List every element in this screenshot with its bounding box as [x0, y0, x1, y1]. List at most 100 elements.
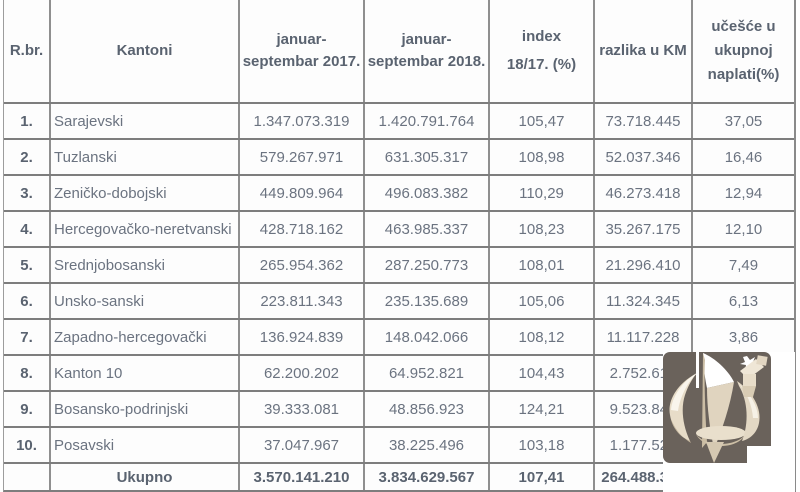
cell-rbr: 3.: [20, 184, 33, 202]
cell-2018: 631.305.317: [363, 140, 488, 174]
cell-index: 103,18: [488, 428, 593, 462]
table-header-row: R.br. Kantoni januar-septembar 2017. jan…: [4, 0, 794, 102]
cell-ucesce: 12,10: [691, 212, 794, 246]
header-label: Kantoni: [116, 42, 173, 59]
header-cell-index: index 18/17. (%): [488, 0, 593, 102]
cell-kanton: Zapadno-hercegovački: [49, 320, 238, 354]
cell-index: 107,41: [488, 464, 593, 490]
header-cell-razlika: razlika u KM: [593, 0, 691, 102]
cell-rbr: 4.: [20, 220, 33, 238]
cell-index: 108,12: [488, 320, 593, 354]
cell-2017: 579.267.971: [238, 140, 363, 174]
cell-2017: 3.570.141.210: [238, 464, 363, 490]
logo-watermark: [663, 352, 795, 492]
header-label: septembar 2017.: [242, 53, 361, 70]
cell-2017: 39.333.081: [238, 392, 363, 426]
cell-razlika: 73.718.445: [593, 104, 691, 138]
cell-razlika: 2.752.619: [593, 356, 691, 390]
table-row: 7. Zapadno-hercegovački 136.924.839 148.…: [4, 318, 794, 354]
table-row: 8. Kanton 10 62.200.202 64.952.821 104,4…: [4, 354, 794, 390]
cell-rbr: 1.: [20, 112, 33, 130]
cell-ucesce: 3,86: [691, 320, 794, 354]
cell-2018: 148.042.066: [363, 320, 488, 354]
cell-2017: 265.954.362: [238, 248, 363, 282]
cell-kanton: Hercegovačko-neretvanski: [49, 212, 238, 246]
cell-razlika: 35.267.175: [593, 212, 691, 246]
header-label: januar-: [276, 31, 327, 48]
table-row: 3. Zeničko-dobojski 449.809.964 496.083.…: [4, 174, 794, 210]
cell-index: 108,01: [488, 248, 593, 282]
header-cell-rbr: R.br.: [4, 0, 49, 102]
cell-razlika: 9.523.842: [593, 392, 691, 426]
cell-rbr: 8.: [20, 364, 33, 382]
table-row: 2. Tuzlanski 579.267.971 631.305.317 108…: [4, 138, 794, 174]
cell-rbr: 2.: [20, 148, 33, 166]
table-row: 1. Sarajevski 1.347.073.319 1.420.791.76…: [4, 102, 794, 138]
table-total-row: Ukupno 3.570.141.210 3.834.629.567 107,4…: [4, 462, 794, 490]
cell-2018: 463.985.337: [363, 212, 488, 246]
table-row: 10. Posavski 37.047.967 38.225.496 103,1…: [4, 426, 794, 462]
cell-ucesce: 6,13: [691, 284, 794, 318]
cell-rbr: 5.: [20, 256, 33, 274]
cell-kanton: Tuzlanski: [49, 140, 238, 174]
logo-watermark-icon: [663, 352, 771, 463]
cell-kanton: Kanton 10: [49, 356, 238, 390]
header-label: naplati(%): [707, 66, 780, 83]
header-label: septembar 2018.: [367, 53, 486, 70]
cell-2018: 48.856.923: [363, 392, 488, 426]
cell-ucesce: 37,05: [691, 104, 794, 138]
cell-rbr: 9.: [20, 400, 33, 418]
cell-rbr: 10.: [16, 436, 37, 454]
cell-rbr: [4, 464, 49, 490]
cell-razlika: 21.296.410: [593, 248, 691, 282]
cell-kanton: Zeničko-dobojski: [49, 176, 238, 210]
cell-razlika: 46.273.418: [593, 176, 691, 210]
cell-index: 124,21: [488, 392, 593, 426]
cell-2018: 496.083.382: [363, 176, 488, 210]
cell-2018: 1.420.791.764: [363, 104, 488, 138]
cell-2017: 136.924.839: [238, 320, 363, 354]
table-row: 6. Unsko-sanski 223.811.343 235.135.689 …: [4, 282, 794, 318]
cell-ucesce: 16,46: [691, 140, 794, 174]
cell-index: 108,98: [488, 140, 593, 174]
cell-kanton: Sarajevski: [49, 104, 238, 138]
cell-total-label: Ukupno: [49, 464, 238, 490]
table-row: 4. Hercegovačko-neretvanski 428.718.162 …: [4, 210, 794, 246]
cell-2018: 287.250.773: [363, 248, 488, 282]
header-cell-kantoni: Kantoni: [49, 0, 238, 102]
cell-kanton: Unsko-sanski: [49, 284, 238, 318]
header-cell-2018: januar-septembar 2018.: [363, 0, 488, 102]
cell-rbr: 6.: [20, 292, 33, 310]
cell-2017: 449.809.964: [238, 176, 363, 210]
header-cell-ucesce: učešće u ukupnoj naplati(%): [691, 0, 794, 102]
cell-index: 104,43: [488, 356, 593, 390]
cell-kanton: Bosansko-podrinjski: [49, 392, 238, 426]
cell-2017: 62.200.202: [238, 356, 363, 390]
cell-2018: 3.834.629.567: [363, 464, 488, 490]
cell-index: 108,23: [488, 212, 593, 246]
cell-razlika: 11.117.228: [593, 320, 691, 354]
cell-index: 110,29: [488, 176, 593, 210]
header-label: učešće u: [711, 18, 776, 35]
table-row: 5. Srednjobosanski 265.954.362 287.250.7…: [4, 246, 794, 282]
cell-razlika: 11.324.345: [593, 284, 691, 318]
cantons-revenue-table: R.br. Kantoni januar-septembar 2017. jan…: [3, 0, 796, 492]
cell-razlika: 52.037.346: [593, 140, 691, 174]
cell-2017: 37.047.967: [238, 428, 363, 462]
cell-index: 105,06: [488, 284, 593, 318]
cell-2017: 223.811.343: [238, 284, 363, 318]
cell-kanton: Posavski: [49, 428, 238, 462]
cell-2017: 428.718.162: [238, 212, 363, 246]
cell-2018: 235.135.689: [363, 284, 488, 318]
cell-2018: 64.952.821: [363, 356, 488, 390]
header-label: ukupnoj: [714, 42, 773, 59]
cell-2017: 1.347.073.319: [238, 104, 363, 138]
cell-ucesce: 12,94: [691, 176, 794, 210]
cell-rbr: 7.: [20, 328, 33, 346]
header-label: razlika u KM: [599, 42, 687, 59]
cell-ucesce: 7,49: [691, 248, 794, 282]
cell-index: 105,47: [488, 104, 593, 138]
cell-razlika: 1.177.529: [593, 428, 691, 462]
header-label: R.br.: [9, 42, 44, 59]
